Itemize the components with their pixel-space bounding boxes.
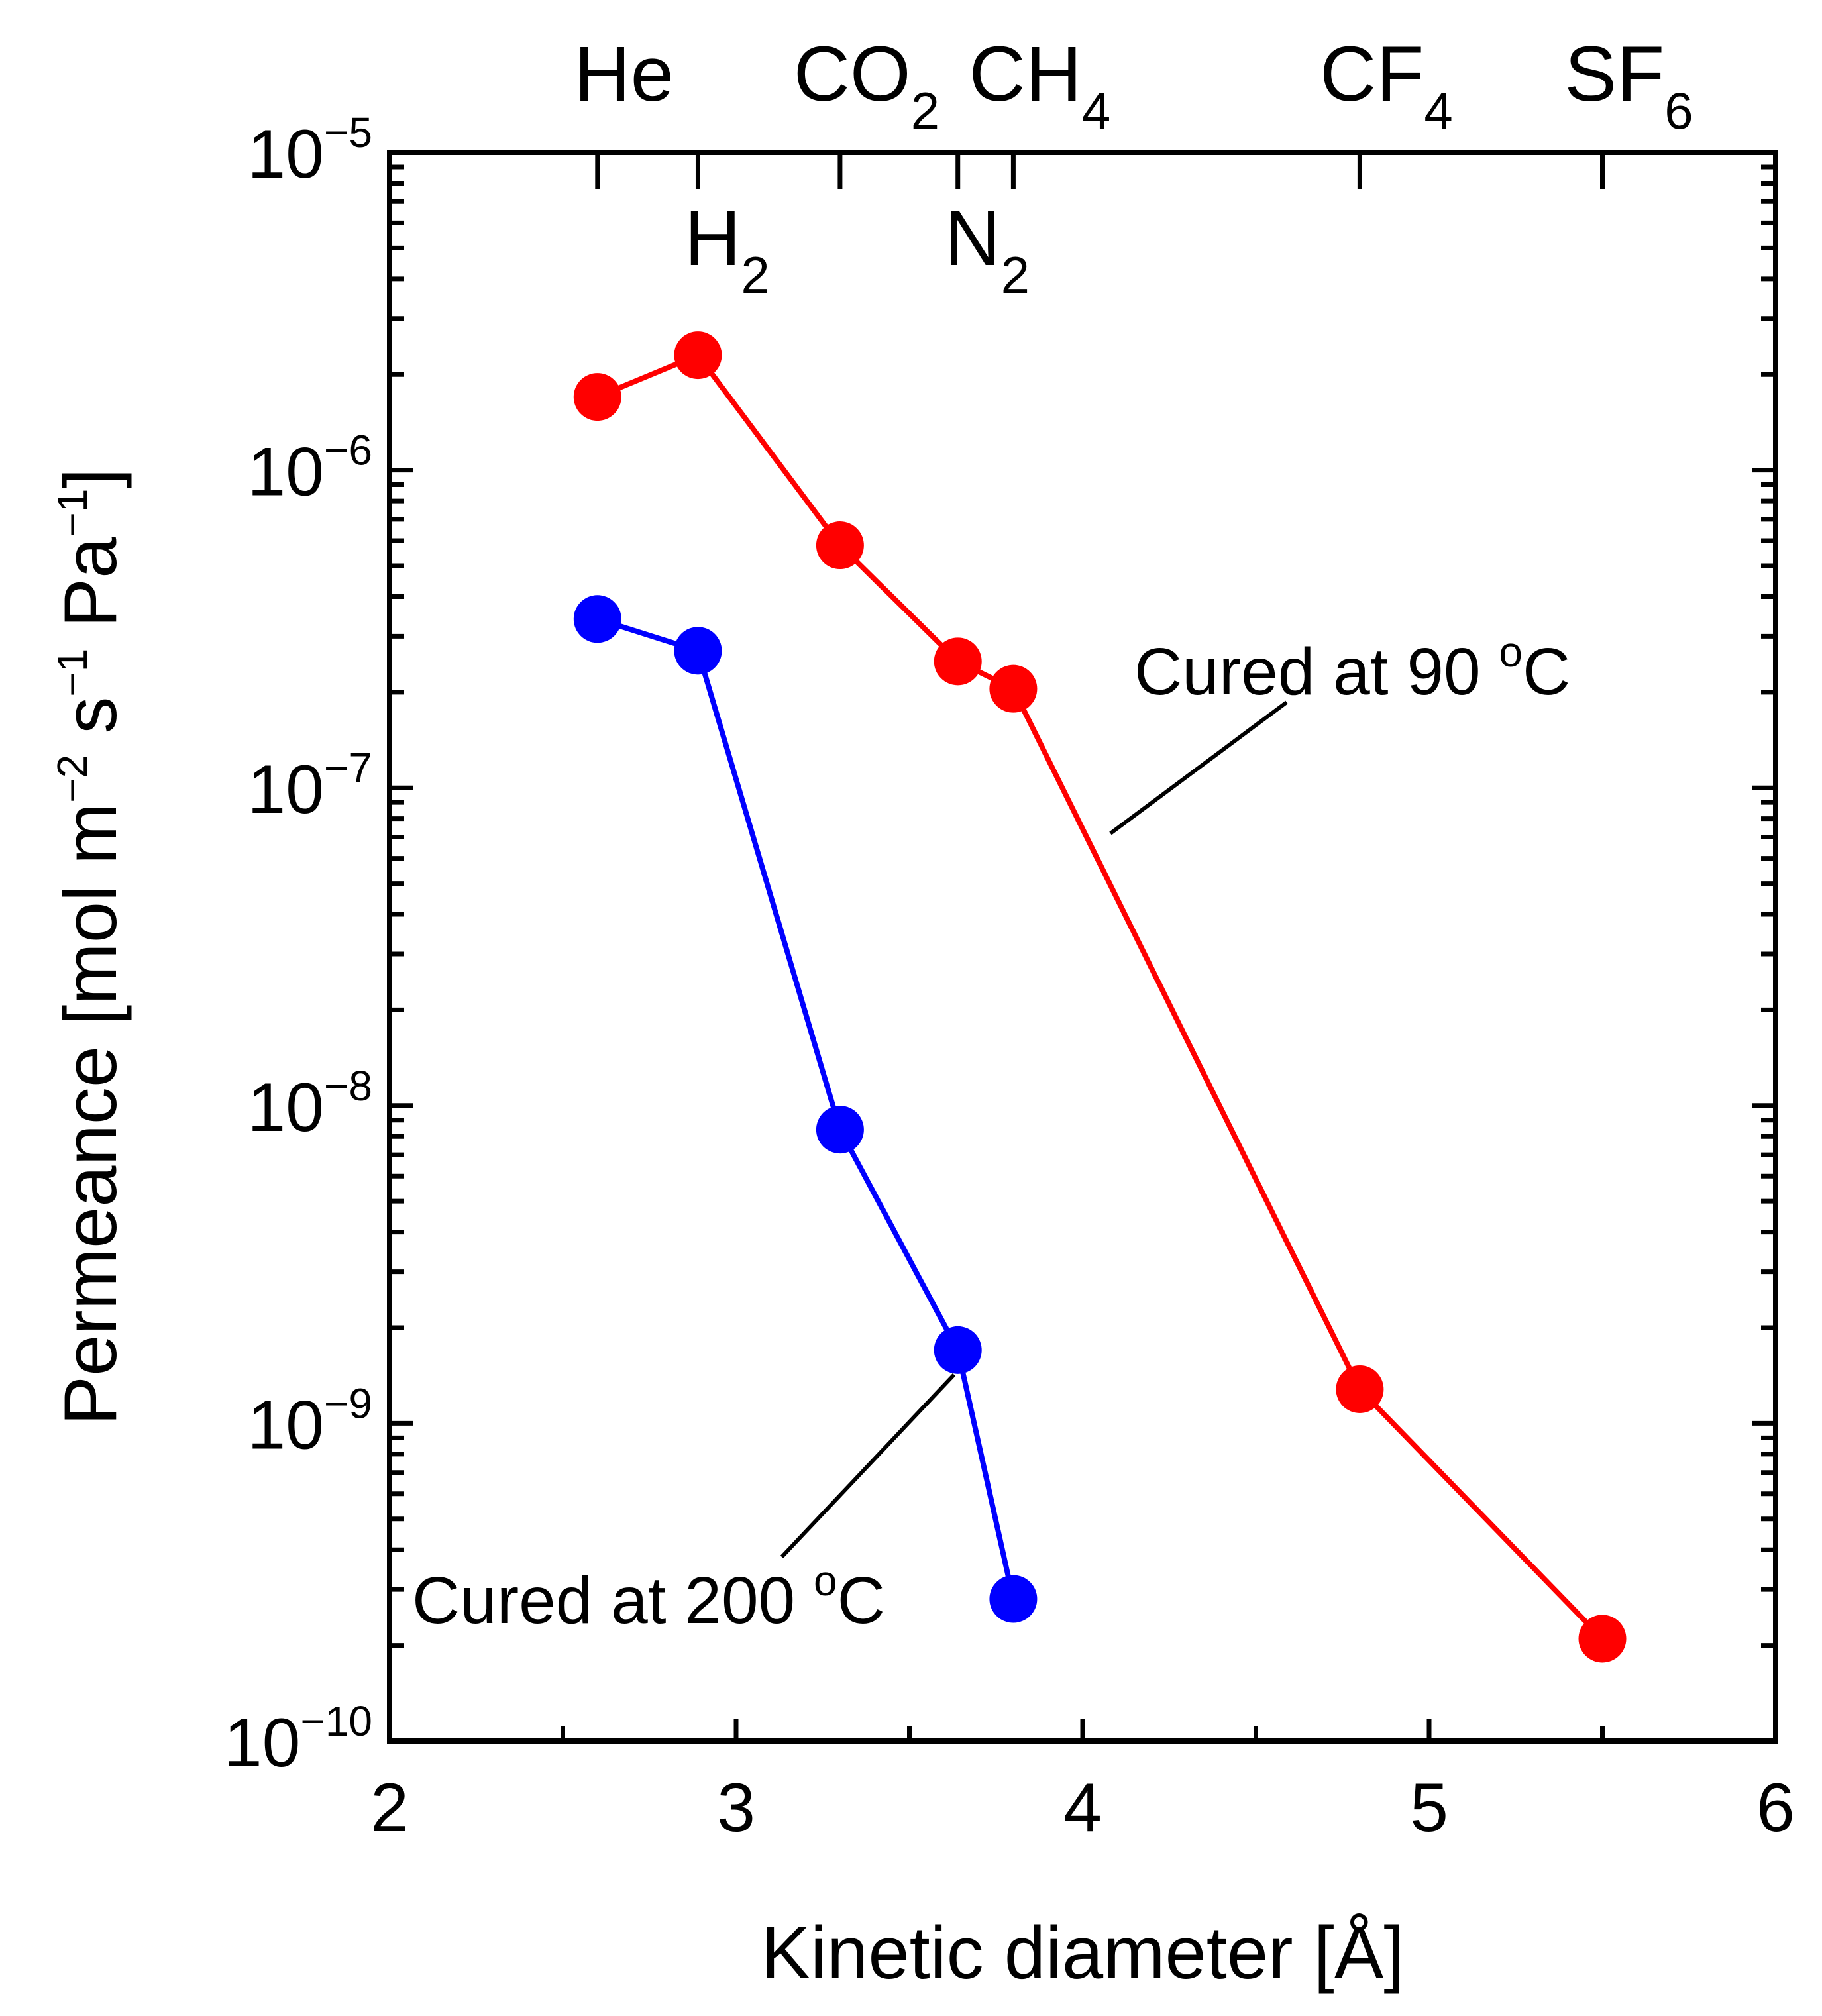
series-label-90: Cured at 90 oC <box>1134 628 1570 709</box>
leader-line-90 <box>1109 700 1288 835</box>
data-point <box>989 664 1038 713</box>
gas-label-h2: H2 <box>684 195 770 304</box>
gas-subscript: 2 <box>741 246 769 304</box>
y-tick-exponent: −5 <box>324 109 372 156</box>
y-axis-title-text: s <box>49 697 132 755</box>
data-point <box>573 595 621 643</box>
data-point <box>989 1575 1038 1623</box>
series-label-text: Cured at 90 <box>1134 635 1499 709</box>
series-label-degree: o <box>814 1557 837 1605</box>
labels-group: 2 3 4 5 610−510−610−710−810−910−10HeH2CO2N2C… <box>48 30 1795 1994</box>
gas-label-sf6: SF6 <box>1564 30 1693 140</box>
data-point <box>816 521 864 570</box>
y-tick-base: 10 <box>247 434 324 511</box>
data-point <box>934 637 982 686</box>
y-axis-title-exponent: −1 <box>48 649 96 697</box>
y-tick-base: 10 <box>224 1705 301 1781</box>
y-axis-title-text: Pa <box>49 537 132 649</box>
y-tick-base: 10 <box>247 751 324 828</box>
gas-subscript: 2 <box>911 81 939 140</box>
plot-frame <box>387 150 1778 1744</box>
y-tick-base: 10 <box>247 1069 324 1146</box>
y-tick-exponent: −7 <box>324 744 372 792</box>
gas-label-ch4: CH4 <box>969 30 1110 140</box>
series-label-unit: C <box>837 1564 885 1638</box>
y-tick-exponent: −9 <box>324 1379 372 1427</box>
y-axis-title-text: ] <box>49 468 132 488</box>
y-tick-base: 10 <box>247 116 324 193</box>
x-axis-title: Kinetic diameter [Å] <box>761 1911 1404 1994</box>
gas-subscript: 4 <box>1082 81 1110 140</box>
y-tick-label: 10−5 <box>247 109 372 193</box>
data-point <box>816 1106 864 1154</box>
gas-label-n2: N2 <box>944 195 1030 304</box>
y-tick-label: 10−10 <box>224 1697 372 1781</box>
series-label-200: Cured at 200 oC <box>412 1557 885 1638</box>
series-line-1 <box>596 616 1016 1600</box>
y-tick-label: 10−9 <box>247 1379 372 1463</box>
y-tick-label: 10−7 <box>247 744 372 828</box>
data-point <box>934 1326 982 1374</box>
y-axis-title-exponent: −1 <box>48 489 96 537</box>
gas-label-cf4: CF4 <box>1320 30 1453 140</box>
data-point <box>573 373 621 421</box>
y-tick-exponent: −10 <box>300 1697 372 1745</box>
y-tick-label: 10−6 <box>247 427 372 511</box>
y-tick-exponent: −6 <box>324 427 372 474</box>
data-point <box>674 627 722 675</box>
y-axis-title-exponent: −2 <box>48 755 96 803</box>
series-group <box>573 331 1627 1663</box>
gas-symbol: CF <box>1320 30 1424 118</box>
gas-symbol: CO <box>794 30 911 118</box>
x-tick-label: 5 <box>1410 1770 1448 1846</box>
gas-symbol: N <box>944 195 1000 282</box>
series-label-degree: o <box>1499 628 1523 676</box>
gas-symbol: He <box>574 30 674 118</box>
leader-line-200 <box>780 1373 956 1559</box>
data-point <box>1578 1615 1627 1663</box>
gas-subscript: 6 <box>1664 81 1693 140</box>
y-tick-exponent: −8 <box>324 1062 372 1110</box>
data-point <box>1336 1365 1384 1413</box>
y-tick-label: 10−8 <box>247 1062 372 1146</box>
y-axis-title: Permeance [mol m−2 s−1 Pa−1] <box>48 468 132 1425</box>
series-label-unit: C <box>1523 635 1570 709</box>
gas-symbol: SF <box>1564 30 1664 118</box>
gas-subscript: 2 <box>1001 246 1030 304</box>
gas-subscript: 4 <box>1424 81 1452 140</box>
gas-symbol: H <box>684 195 741 282</box>
y-axis-title-text: Permeance [mol m <box>49 803 132 1426</box>
series-line-0 <box>596 352 1605 1641</box>
gas-symbol: CH <box>969 30 1081 118</box>
y-tick-base: 10 <box>247 1387 324 1463</box>
gas-label-co2: CO2 <box>794 30 939 140</box>
x-tick-label: 6 <box>1756 1770 1795 1846</box>
x-tick-label: 4 <box>1063 1770 1102 1846</box>
gas-label-he: He <box>574 30 674 118</box>
x-tick-label: 2 <box>370 1770 409 1846</box>
data-point <box>674 331 722 380</box>
series-label-text: Cured at 200 <box>412 1564 814 1638</box>
x-tick-label: 3 <box>717 1770 755 1846</box>
